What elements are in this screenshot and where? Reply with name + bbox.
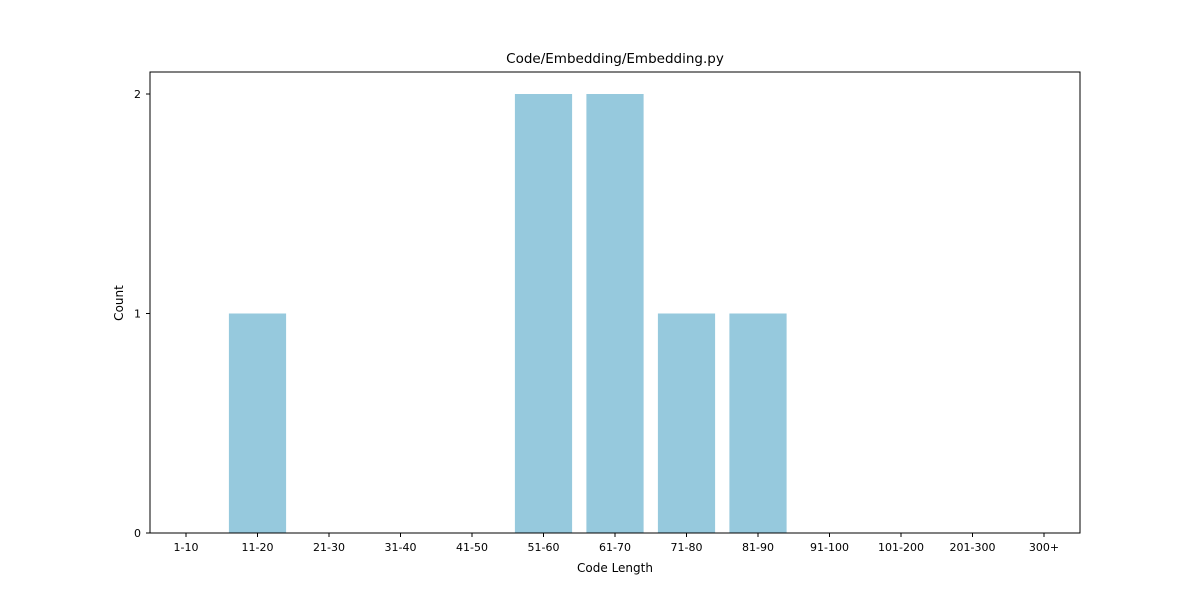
x-tick-label: 71-80 xyxy=(671,541,703,554)
x-tick-label: 1-10 xyxy=(174,541,199,554)
x-tick-label: 201-300 xyxy=(950,541,996,554)
x-tick-label: 31-40 xyxy=(385,541,417,554)
x-tick-label: 91-100 xyxy=(810,541,849,554)
bar-11-20 xyxy=(228,313,287,533)
x-axis-label: Code Length xyxy=(577,561,653,575)
x-tick-label: 101-200 xyxy=(878,541,924,554)
y-axis: 0 1 2 xyxy=(134,88,150,540)
y-tick-label: 0 xyxy=(134,527,141,540)
bar-71-80 xyxy=(657,313,716,533)
y-tick-label: 1 xyxy=(134,308,141,321)
x-axis: 1-10 11-20 21-30 31-40 41-50 51-60 61-70 71-80 8… xyxy=(174,533,1059,554)
x-tick-label: 21-30 xyxy=(313,541,345,554)
bar-81-90 xyxy=(729,313,787,533)
x-tick-label: 51-60 xyxy=(528,541,560,554)
bar-51-60 xyxy=(514,94,573,533)
x-tick-label: 41-50 xyxy=(456,541,488,554)
x-tick-label: 300+ xyxy=(1029,541,1059,554)
chart-title: Code/Embedding/Embedding.py xyxy=(506,51,724,67)
x-tick-label: 81-90 xyxy=(742,541,774,554)
bar-61-70 xyxy=(586,94,644,533)
x-tick-label: 11-20 xyxy=(242,541,274,554)
x-tick-label: 61-70 xyxy=(599,541,631,554)
y-tick-label: 2 xyxy=(134,88,141,101)
y-axis-label: Count xyxy=(112,285,126,321)
bars-layer xyxy=(228,94,787,533)
